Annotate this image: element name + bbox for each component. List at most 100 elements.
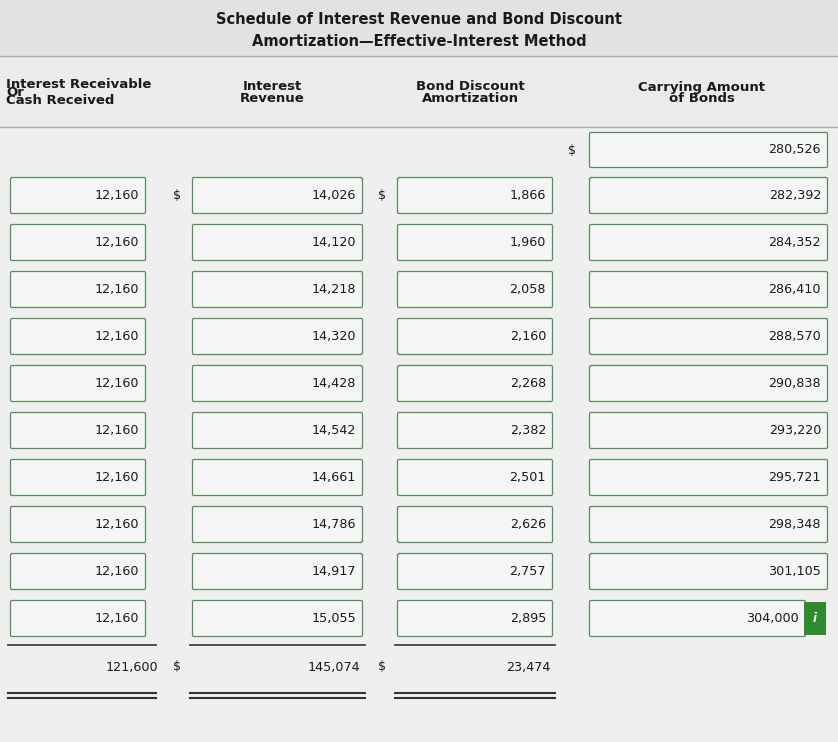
- FancyBboxPatch shape: [589, 459, 827, 496]
- Text: Or: Or: [6, 85, 23, 99]
- Bar: [0, 128, 838, 172]
- Text: Bond Discount: Bond Discount: [416, 80, 525, 93]
- Text: 14,026: 14,026: [312, 189, 356, 202]
- Text: 284,352: 284,352: [768, 236, 821, 249]
- Text: 12,160: 12,160: [95, 377, 139, 390]
- FancyBboxPatch shape: [193, 554, 363, 589]
- Text: Interest Receivable: Interest Receivable: [6, 77, 152, 91]
- FancyBboxPatch shape: [11, 318, 146, 355]
- Text: 12,160: 12,160: [95, 189, 139, 202]
- FancyBboxPatch shape: [193, 318, 363, 355]
- FancyBboxPatch shape: [589, 366, 827, 401]
- Bar: [0, 548, 838, 595]
- Bar: [0, 0, 838, 56]
- Text: 301,105: 301,105: [768, 565, 821, 578]
- Text: 280,526: 280,526: [768, 143, 821, 157]
- FancyBboxPatch shape: [11, 272, 146, 307]
- FancyBboxPatch shape: [397, 177, 552, 214]
- FancyBboxPatch shape: [589, 318, 827, 355]
- Text: 2,058: 2,058: [510, 283, 546, 296]
- FancyBboxPatch shape: [193, 459, 363, 496]
- Text: Cash Received: Cash Received: [6, 93, 114, 107]
- Text: of Bonds: of Bonds: [669, 93, 734, 105]
- Bar: [0, 57, 838, 127]
- FancyBboxPatch shape: [11, 413, 146, 448]
- Bar: [0, 219, 838, 266]
- FancyBboxPatch shape: [589, 177, 827, 214]
- Text: 14,661: 14,661: [312, 471, 356, 484]
- FancyBboxPatch shape: [397, 225, 552, 260]
- FancyBboxPatch shape: [193, 366, 363, 401]
- Text: 14,120: 14,120: [312, 236, 356, 249]
- Text: 14,428: 14,428: [312, 377, 356, 390]
- Text: $: $: [568, 143, 576, 157]
- Text: 14,218: 14,218: [312, 283, 356, 296]
- Text: 1,960: 1,960: [510, 236, 546, 249]
- Text: 12,160: 12,160: [95, 471, 139, 484]
- Text: 14,786: 14,786: [312, 518, 356, 531]
- Text: 14,320: 14,320: [312, 330, 356, 343]
- Text: 121,600: 121,600: [106, 660, 158, 674]
- FancyBboxPatch shape: [589, 600, 805, 637]
- FancyBboxPatch shape: [193, 507, 363, 542]
- FancyBboxPatch shape: [589, 554, 827, 589]
- Text: 2,626: 2,626: [510, 518, 546, 531]
- FancyBboxPatch shape: [11, 554, 146, 589]
- Text: 12,160: 12,160: [95, 565, 139, 578]
- Text: $: $: [378, 189, 386, 202]
- Bar: [0, 172, 838, 219]
- FancyBboxPatch shape: [589, 272, 827, 307]
- Text: 12,160: 12,160: [95, 330, 139, 343]
- FancyBboxPatch shape: [11, 600, 146, 637]
- Text: Amortization: Amortization: [422, 93, 519, 105]
- FancyBboxPatch shape: [11, 366, 146, 401]
- Bar: [0, 266, 838, 313]
- Bar: [804, 602, 826, 635]
- Text: 298,348: 298,348: [768, 518, 821, 531]
- Text: 2,895: 2,895: [510, 612, 546, 625]
- FancyBboxPatch shape: [589, 507, 827, 542]
- FancyBboxPatch shape: [193, 600, 363, 637]
- FancyBboxPatch shape: [193, 413, 363, 448]
- Text: 295,721: 295,721: [768, 471, 821, 484]
- Text: 290,838: 290,838: [768, 377, 821, 390]
- FancyBboxPatch shape: [397, 507, 552, 542]
- Bar: [0, 501, 838, 548]
- FancyBboxPatch shape: [589, 133, 827, 168]
- Text: 15,055: 15,055: [311, 612, 356, 625]
- Text: i: i: [813, 612, 817, 625]
- FancyBboxPatch shape: [193, 272, 363, 307]
- Text: 145,074: 145,074: [308, 660, 360, 674]
- FancyBboxPatch shape: [397, 600, 552, 637]
- Text: $: $: [378, 660, 386, 674]
- Text: Revenue: Revenue: [241, 93, 305, 105]
- Text: 14,917: 14,917: [312, 565, 356, 578]
- Text: Schedule of Interest Revenue and Bond Discount: Schedule of Interest Revenue and Bond Di…: [216, 11, 622, 27]
- Text: 12,160: 12,160: [95, 283, 139, 296]
- Text: 293,220: 293,220: [768, 424, 821, 437]
- Text: 282,392: 282,392: [768, 189, 821, 202]
- Text: 12,160: 12,160: [95, 424, 139, 437]
- FancyBboxPatch shape: [589, 225, 827, 260]
- Text: 1,866: 1,866: [510, 189, 546, 202]
- FancyBboxPatch shape: [397, 459, 552, 496]
- Text: Carrying Amount: Carrying Amount: [638, 80, 765, 93]
- Text: 288,570: 288,570: [768, 330, 821, 343]
- FancyBboxPatch shape: [397, 554, 552, 589]
- Text: 2,160: 2,160: [510, 330, 546, 343]
- FancyBboxPatch shape: [397, 413, 552, 448]
- Text: 2,382: 2,382: [510, 424, 546, 437]
- Text: 2,268: 2,268: [510, 377, 546, 390]
- FancyBboxPatch shape: [11, 459, 146, 496]
- Text: 2,757: 2,757: [510, 565, 546, 578]
- Bar: [0, 595, 838, 642]
- Text: $: $: [173, 189, 181, 202]
- Text: 12,160: 12,160: [95, 236, 139, 249]
- Bar: [0, 360, 838, 407]
- Text: 286,410: 286,410: [768, 283, 821, 296]
- Bar: [0, 407, 838, 454]
- Bar: [0, 313, 838, 360]
- Text: Interest: Interest: [243, 80, 303, 93]
- Text: Amortization—Effective-Interest Method: Amortization—Effective-Interest Method: [251, 34, 587, 50]
- FancyBboxPatch shape: [397, 366, 552, 401]
